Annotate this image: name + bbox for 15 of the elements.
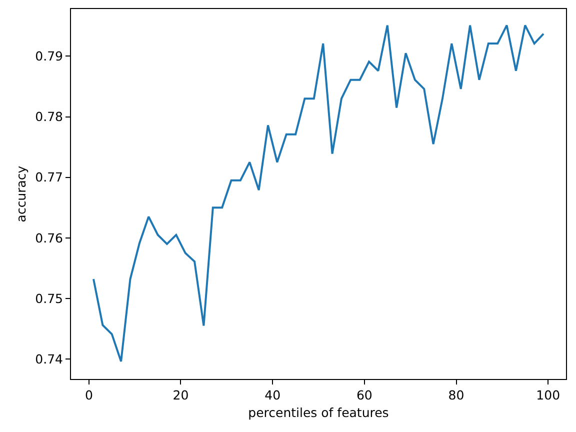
x-axis-title: percentiles of features [248, 404, 389, 420]
y-axis-title: accuracy [13, 165, 28, 222]
line-series [92, 24, 544, 362]
y-tick-label: 0.74 [35, 351, 64, 366]
y-tick-label: 0.78 [35, 109, 64, 124]
y-tick-label: 0.75 [35, 290, 63, 306]
x-tick-label: 40 [264, 388, 281, 402]
x-tick-label: 60 [356, 388, 372, 402]
x-tick-label: 20 [172, 388, 189, 402]
x-tick-label: 100 [536, 388, 560, 402]
y-tick-label: 0.79 [35, 48, 64, 64]
y-tick-label: 0.76 [35, 230, 64, 246]
x-tick-label: 80 [448, 388, 464, 402]
y-tick-label: 0.77 [35, 170, 63, 185]
x-tick-label: 0 [84, 388, 93, 402]
